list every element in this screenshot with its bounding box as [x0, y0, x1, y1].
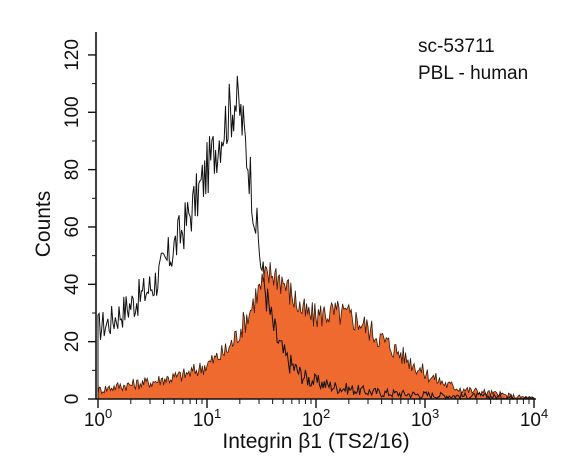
plot-area: [97, 75, 535, 401]
series-outline-histogram: [97, 75, 535, 401]
y-tick-label-60: 60: [62, 216, 83, 237]
annotation-sample-id: sc-53711: [418, 36, 495, 57]
x-ticks: 100 101 102 103 104: [84, 399, 548, 431]
y-tick-label-40: 40: [62, 274, 83, 295]
x-tick-label-0: 100: [84, 406, 112, 431]
y-tick-label-80: 80: [62, 159, 83, 180]
x-tick-label-4: 104: [520, 406, 548, 431]
y-tick-label-0: 0: [62, 394, 83, 405]
y-tick-label-100: 100: [62, 96, 83, 128]
outline-layer: [97, 75, 535, 401]
x-tick-label-2: 102: [302, 406, 330, 431]
axes: 0 20 40 60 80 100 120 100 101 102 103 104: [62, 32, 548, 431]
y-tick-label-120: 120: [62, 39, 83, 71]
annotation-cell-type: PBL - human: [418, 63, 528, 84]
series-filled-histogram: [97, 262, 535, 401]
y-axis-title: Counts: [32, 191, 55, 258]
y-ticks: 0 20 40 60 80 100 120: [62, 39, 96, 404]
y-tick-label-20: 20: [62, 331, 83, 352]
filled-layer: [97, 262, 535, 401]
x-tick-label-3: 103: [411, 406, 439, 431]
x-axis-title: Integrin β1 (TS2/16): [222, 430, 409, 453]
x-tick-label-1: 101: [193, 406, 221, 431]
